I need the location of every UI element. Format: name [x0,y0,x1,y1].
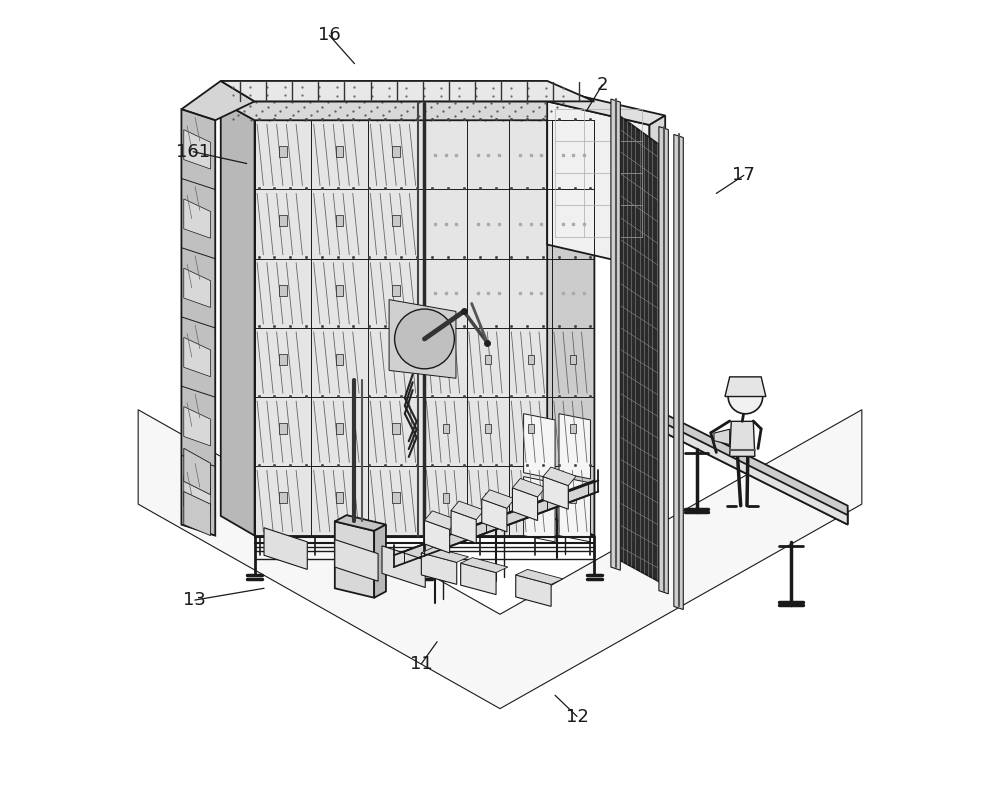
Polygon shape [392,147,400,158]
Text: 17: 17 [732,166,755,184]
Polygon shape [559,477,590,542]
Polygon shape [485,424,491,433]
Polygon shape [653,413,848,525]
Polygon shape [725,377,766,396]
Polygon shape [547,102,649,268]
Polygon shape [184,337,211,377]
Polygon shape [485,355,491,364]
Polygon shape [461,558,508,573]
Polygon shape [618,115,661,583]
Polygon shape [421,548,469,563]
Polygon shape [181,81,255,121]
Polygon shape [674,135,683,610]
Polygon shape [611,99,620,571]
Polygon shape [392,215,400,226]
Polygon shape [184,476,211,515]
Polygon shape [336,492,343,504]
Polygon shape [443,355,449,364]
Polygon shape [649,116,665,282]
Polygon shape [714,429,730,444]
Polygon shape [336,284,343,296]
Polygon shape [528,355,534,364]
Polygon shape [181,110,215,536]
Polygon shape [374,525,386,598]
Polygon shape [279,354,287,365]
Polygon shape [392,423,400,434]
Polygon shape [524,414,555,479]
Polygon shape [570,355,576,364]
Polygon shape [653,418,848,525]
Polygon shape [382,546,425,588]
Circle shape [728,379,763,414]
Polygon shape [392,284,400,296]
Polygon shape [255,121,594,536]
Polygon shape [559,414,590,479]
Polygon shape [264,528,307,570]
Polygon shape [138,410,862,708]
Polygon shape [482,499,507,532]
Text: 12: 12 [566,708,589,726]
Polygon shape [336,354,343,365]
Polygon shape [335,522,374,598]
Text: 16: 16 [318,26,341,44]
Polygon shape [279,492,287,504]
Polygon shape [659,127,668,594]
Polygon shape [392,354,400,365]
Polygon shape [279,284,287,296]
Polygon shape [221,102,255,536]
Polygon shape [451,501,484,519]
Polygon shape [516,575,551,607]
Polygon shape [485,493,491,503]
Polygon shape [524,477,555,542]
Polygon shape [184,268,211,307]
Text: 11: 11 [410,655,433,673]
Polygon shape [512,478,545,497]
Polygon shape [394,481,594,567]
Polygon shape [221,102,594,121]
Polygon shape [461,563,496,595]
Polygon shape [424,520,450,553]
Polygon shape [451,511,476,543]
Polygon shape [653,408,848,515]
Polygon shape [279,215,287,226]
Polygon shape [184,407,211,446]
Polygon shape [335,540,378,582]
Polygon shape [512,488,538,521]
Polygon shape [184,448,211,495]
Polygon shape [279,147,287,158]
Polygon shape [389,299,456,378]
Polygon shape [482,490,515,508]
Polygon shape [570,493,576,503]
Polygon shape [528,493,534,503]
Polygon shape [336,423,343,434]
Polygon shape [543,477,568,509]
Polygon shape [443,424,449,433]
Polygon shape [424,511,458,530]
Polygon shape [336,215,343,226]
Polygon shape [184,492,211,536]
Text: 161: 161 [176,143,210,161]
Polygon shape [443,493,449,503]
Polygon shape [335,515,386,531]
Polygon shape [279,423,287,434]
Polygon shape [516,570,563,585]
Text: 2: 2 [597,76,608,94]
Polygon shape [570,424,576,433]
Polygon shape [184,130,211,169]
Polygon shape [543,467,576,485]
Polygon shape [421,553,457,585]
Polygon shape [336,147,343,158]
Polygon shape [184,199,211,238]
Text: 13: 13 [183,591,206,609]
Polygon shape [730,422,755,456]
Polygon shape [221,81,594,102]
Polygon shape [392,492,400,504]
Polygon shape [547,102,594,536]
Polygon shape [547,92,665,125]
Circle shape [395,309,454,369]
Polygon shape [528,424,534,433]
